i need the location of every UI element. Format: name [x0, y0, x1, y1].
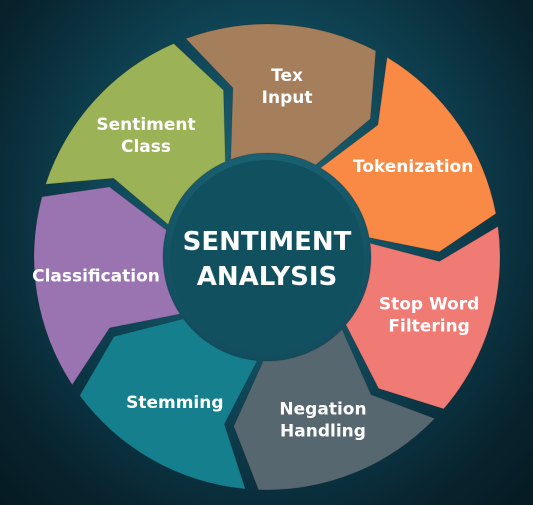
- segment-label-tex-input: Input: [262, 88, 313, 108]
- center-title-line2: ANALYSIS: [197, 262, 337, 292]
- segment-tex-input: [184, 23, 377, 166]
- segment-label-stop-word-filtering: Stop Word: [379, 295, 480, 315]
- segment-sentiment-class: [44, 42, 226, 226]
- segment-label-stemming: Stemming: [126, 393, 223, 413]
- segment-label-sentiment-class: Sentiment: [96, 115, 195, 135]
- segment-classification: [33, 186, 181, 386]
- segment-label-tex-input: Tex: [271, 66, 303, 86]
- segment-label-negation-handling: Negation: [279, 400, 366, 420]
- segment-label-tokenization: Tokenization: [353, 157, 473, 177]
- segment-label-sentiment-class: Class: [121, 137, 171, 157]
- segment-label-negation-handling: Handling: [280, 422, 366, 442]
- segment-label-classification: Classification: [32, 266, 160, 286]
- segment-stemming: [79, 318, 259, 490]
- center-title-line1: SENTIMENT: [183, 227, 352, 257]
- center-circle: [170, 160, 364, 354]
- segment-tokenization: [319, 56, 497, 253]
- segment-label-stop-word-filtering: Filtering: [388, 317, 469, 337]
- segment-stop-word-filtering: [345, 225, 501, 410]
- segment-negation-handling: [233, 328, 436, 491]
